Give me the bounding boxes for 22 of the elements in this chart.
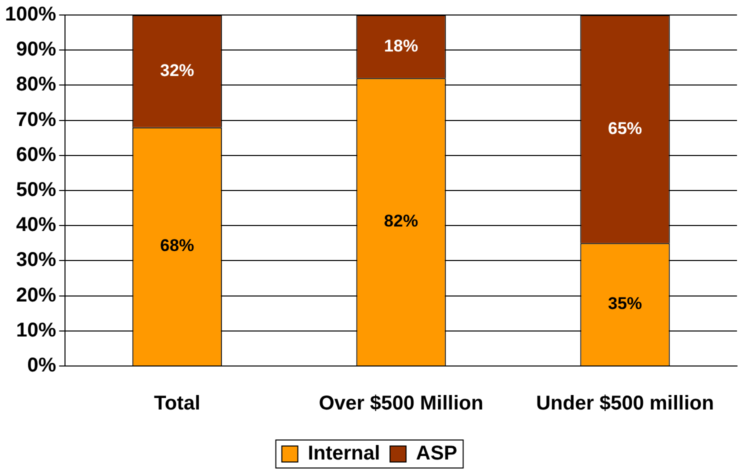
y-tick-label: 40% [16, 214, 56, 236]
y-tick-label: 90% [16, 38, 56, 61]
y-tick-label: 80% [16, 74, 56, 96]
data-label: 18% [384, 36, 418, 56]
y-tick-label: 10% [16, 319, 56, 342]
y-tick-label: 100% [4, 4, 56, 26]
y-tick-label: 70% [16, 108, 56, 131]
y-tick-label: 0% [27, 354, 56, 377]
x-tick-label: Total [154, 392, 200, 415]
data-label: 68% [160, 236, 194, 256]
legend-label: Internal [308, 442, 380, 465]
y-tick-label: 60% [16, 144, 56, 166]
x-tick-label: Over $500 Million [318, 392, 484, 415]
x-tick-label: Under $500 million [536, 392, 714, 415]
data-label: 32% [160, 60, 194, 80]
data-label: 35% [608, 294, 642, 314]
y-tick-label: 30% [16, 249, 56, 272]
data-label: 82% [384, 212, 418, 231]
legend-label: ASP [416, 442, 458, 465]
data-label: 65% [608, 118, 642, 138]
y-tick-label: 20% [16, 284, 56, 306]
y-tick-label: 50% [16, 179, 56, 202]
